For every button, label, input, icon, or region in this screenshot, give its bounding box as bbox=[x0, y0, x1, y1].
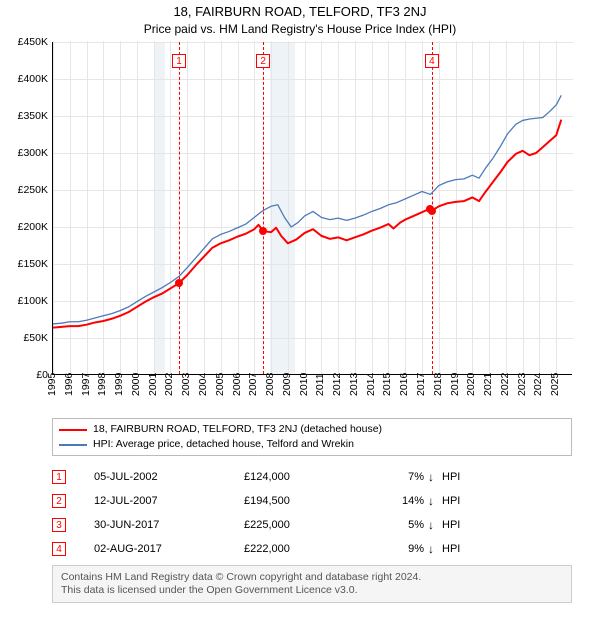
xtick-label: 2021 bbox=[483, 373, 493, 396]
down-arrow-icon: ↓ bbox=[428, 471, 442, 483]
xtick-label: 2002 bbox=[164, 373, 174, 396]
sales-row: 3 30-JUN-2017£225,0005%↓HPI bbox=[52, 513, 572, 537]
sales-badge: 1 bbox=[52, 470, 66, 484]
attribution-box: Contains HM Land Registry data © Crown c… bbox=[52, 565, 572, 603]
legend-row: HPI: Average price, detached house, Telf… bbox=[59, 437, 565, 452]
sales-row: 2 12-JUL-2007£194,50014%↓HPI bbox=[52, 489, 572, 513]
chart-root: { "title": "18, FAIRBURN ROAD, TELFORD, … bbox=[0, 0, 600, 620]
plot-inner: 124 bbox=[52, 42, 572, 375]
xtick-label: 2013 bbox=[349, 373, 359, 396]
series-line bbox=[53, 95, 561, 324]
xtick-label: 2020 bbox=[466, 373, 476, 396]
xtick-label: 1999 bbox=[114, 373, 124, 396]
xtick-label: 2018 bbox=[433, 373, 443, 396]
sales-hpi-tag: HPI bbox=[442, 519, 472, 531]
sales-price: £124,000 bbox=[244, 471, 374, 483]
sales-price: £194,500 bbox=[244, 495, 374, 507]
xtick-label: 2000 bbox=[131, 373, 141, 396]
xtick-label: 2011 bbox=[315, 373, 325, 396]
ytick-label: £400K bbox=[4, 74, 48, 84]
xtick-label: 2006 bbox=[232, 373, 242, 396]
down-arrow-icon: ↓ bbox=[428, 519, 442, 531]
plot-area: 124 £0£50K£100K£150K£200K£250K£300K£350K… bbox=[52, 42, 572, 412]
sales-pct: 9% bbox=[374, 543, 428, 555]
xtick-label: 2008 bbox=[265, 373, 275, 396]
sales-date: 02-AUG-2017 bbox=[94, 543, 244, 555]
sales-price: £225,000 bbox=[244, 519, 374, 531]
sales-pct: 5% bbox=[374, 519, 428, 531]
sales-badge: 2 bbox=[52, 494, 66, 508]
ytick-label: £50K bbox=[4, 333, 48, 343]
xtick-label: 2004 bbox=[198, 373, 208, 396]
ytick-label: £150K bbox=[4, 259, 48, 269]
ytick-label: £350K bbox=[4, 111, 48, 121]
xtick-label: 2022 bbox=[500, 373, 510, 396]
xtick-label: 2025 bbox=[550, 373, 560, 396]
attribution-line1: Contains HM Land Registry data © Crown c… bbox=[61, 571, 563, 584]
legend-label: HPI: Average price, detached house, Telf… bbox=[93, 437, 354, 452]
sales-pct: 7% bbox=[374, 471, 428, 483]
xtick-label: 2016 bbox=[399, 373, 409, 396]
ytick-label: £0 bbox=[4, 370, 48, 380]
xtick-label: 2009 bbox=[282, 373, 292, 396]
ytick-label: £100K bbox=[4, 296, 48, 306]
down-arrow-icon: ↓ bbox=[428, 495, 442, 507]
xtick-label: 2010 bbox=[299, 373, 309, 396]
ytick-label: £200K bbox=[4, 222, 48, 232]
xtick-label: 1998 bbox=[97, 373, 107, 396]
ytick-label: £450K bbox=[4, 37, 48, 47]
event-marker bbox=[428, 207, 436, 215]
xtick-label: 2024 bbox=[533, 373, 543, 396]
down-arrow-icon: ↓ bbox=[428, 543, 442, 555]
legend-label: 18, FAIRBURN ROAD, TELFORD, TF3 2NJ (det… bbox=[93, 422, 382, 437]
sales-badge: 4 bbox=[52, 542, 66, 556]
event-marker bbox=[259, 227, 267, 235]
sales-row: 4 02-AUG-2017£222,0009%↓HPI bbox=[52, 537, 572, 561]
chart-subtitle: Price paid vs. HM Land Registry's House … bbox=[0, 22, 600, 36]
sales-pct: 14% bbox=[374, 495, 428, 507]
xtick-label: 1996 bbox=[64, 373, 74, 396]
xtick-label: 2001 bbox=[148, 373, 158, 396]
xtick-label: 2003 bbox=[181, 373, 191, 396]
xtick-label: 1995 bbox=[47, 373, 57, 396]
xtick-label: 2012 bbox=[332, 373, 342, 396]
sales-table: 105-JUL-2002£124,0007%↓HPI212-JUL-2007£1… bbox=[52, 465, 572, 561]
xtick-label: 2014 bbox=[366, 373, 376, 396]
sales-badge: 3 bbox=[52, 518, 66, 532]
xtick-label: 2007 bbox=[248, 373, 258, 396]
legend-row: 18, FAIRBURN ROAD, TELFORD, TF3 2NJ (det… bbox=[59, 422, 565, 437]
legend-box: 18, FAIRBURN ROAD, TELFORD, TF3 2NJ (det… bbox=[52, 418, 572, 456]
xtick-label: 2015 bbox=[382, 373, 392, 396]
ytick-label: £300K bbox=[4, 148, 48, 158]
legend-swatch bbox=[59, 444, 87, 446]
sales-date: 05-JUL-2002 bbox=[94, 471, 244, 483]
xtick-label: 2019 bbox=[450, 373, 460, 396]
sales-row: 1 05-JUL-2002£124,0007%↓HPI bbox=[52, 465, 572, 489]
legend-swatch bbox=[59, 429, 87, 431]
sales-hpi-tag: HPI bbox=[442, 471, 472, 483]
series-line bbox=[53, 120, 561, 328]
sales-date: 30-JUN-2017 bbox=[94, 519, 244, 531]
xtick-label: 2023 bbox=[517, 373, 527, 396]
xtick-label: 2017 bbox=[416, 373, 426, 396]
sales-price: £222,000 bbox=[244, 543, 374, 555]
series-svg bbox=[53, 42, 573, 375]
sales-date: 12-JUL-2007 bbox=[94, 495, 244, 507]
sales-hpi-tag: HPI bbox=[442, 495, 472, 507]
chart-title: 18, FAIRBURN ROAD, TELFORD, TF3 2NJ bbox=[0, 4, 600, 19]
ytick-label: £250K bbox=[4, 185, 48, 195]
xtick-label: 1997 bbox=[81, 373, 91, 396]
attribution-line2: This data is licensed under the Open Gov… bbox=[61, 584, 563, 597]
event-marker bbox=[175, 279, 183, 287]
sales-hpi-tag: HPI bbox=[442, 543, 472, 555]
xtick-label: 2005 bbox=[215, 373, 225, 396]
